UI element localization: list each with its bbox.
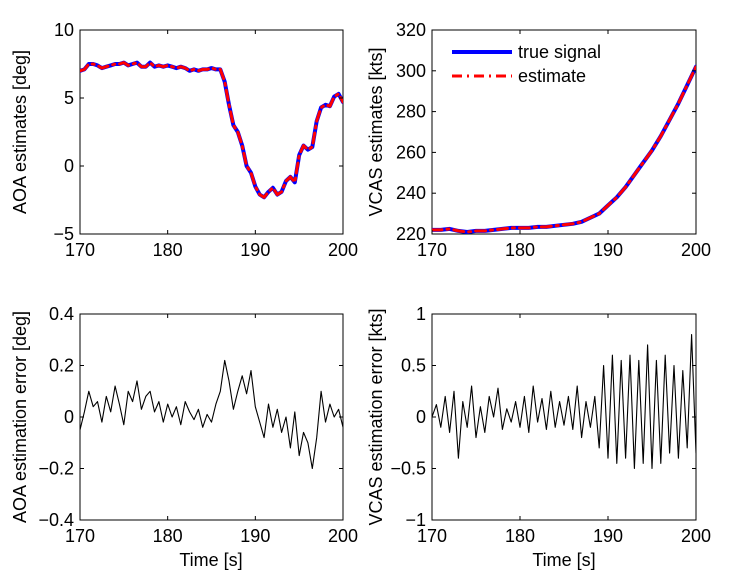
aoa-estimates-ytick-label: 10 (54, 20, 74, 40)
aoa-estimates-xtick-label: 180 (153, 240, 183, 260)
vcas-error-ytick-label: 0 (416, 407, 426, 427)
aoa-error-ytick-label: −0.4 (38, 510, 74, 530)
vcas-estimates-axes-box (431, 29, 697, 235)
vcas-estimates-xtick-label: 200 (681, 240, 711, 260)
aoa-error-xlabel: Time [s] (179, 550, 242, 570)
aoa-error-ylabel: AOA estimation error [deg] (10, 311, 30, 523)
vcas-error-series-error-line (432, 334, 696, 470)
vcas-error-xtick-label: 180 (505, 526, 535, 546)
aoa-error-xtick-label: 190 (240, 526, 270, 546)
aoa-estimates-series-estimate-line (80, 61, 343, 199)
panel-aoa-estimates: 170 180 190 200 −5 0 5 10 AOA estimates [deg] (10, 20, 358, 260)
vcas-error-ytick-label: 1 (416, 304, 426, 324)
vcas-estimates-ylabel: VCAS estimates [kts] (366, 47, 386, 216)
panel-aoa-error: 170 180 190 200 −0.4 −0.2 0 0.2 0.4 AOA estimati… (10, 304, 358, 570)
vcas-error-ylabel: VCAS estimation error [kts] (366, 308, 386, 525)
legend: true signal estimate (452, 42, 601, 86)
aoa-estimates-xtick-label: 170 (65, 240, 95, 260)
panel-vcas-error: 170 180 190 200 −1 −0.5 0 0.5 1 VCAS estimation … (366, 304, 711, 570)
legend-label-estimate: estimate (518, 66, 586, 86)
vcas-estimates-ytick-label: 240 (396, 183, 426, 203)
vcas-error-axes-box (431, 313, 697, 521)
aoa-estimates-ytick-label: 0 (64, 156, 74, 176)
aoa-estimates-ytick-label: −5 (53, 224, 74, 244)
aoa-error-xtick-label: 180 (153, 526, 183, 546)
aoa-error-ytick-label: −0.2 (38, 459, 74, 479)
aoa-estimates-axes-box (79, 29, 344, 235)
legend-label-true-signal: true signal (518, 42, 601, 62)
vcas-estimates-ytick-label: 220 (396, 224, 426, 244)
vcas-estimates-ytick-label: 320 (396, 20, 426, 40)
vcas-estimates-xtick-label: 190 (593, 240, 623, 260)
aoa-error-series-error-line (80, 359, 343, 470)
aoa-estimates-ylabel: AOA estimates [deg] (10, 50, 30, 214)
aoa-error-xtick-label: 200 (328, 526, 358, 546)
vcas-error-ytick-label: 0.5 (401, 356, 426, 376)
aoa-error-axes-box (79, 313, 344, 521)
aoa-estimates-xtick-label: 200 (328, 240, 358, 260)
panel-vcas-estimates: 170 180 190 200 220 240 260 280 300 320 VCAS esti… (366, 20, 711, 260)
vcas-error-xlabel: Time [s] (532, 550, 595, 570)
vcas-error-xtick-label: 190 (593, 526, 623, 546)
vcas-estimates-ytick-label: 300 (396, 61, 426, 81)
vcas-error-ytick-label: −1 (405, 510, 426, 530)
aoa-estimates-xtick-label: 190 (240, 240, 270, 260)
vcas-error-xtick-label: 170 (417, 526, 447, 546)
vcas-estimates-xtick-label: 170 (417, 240, 447, 260)
aoa-estimates-ytick-label: 5 (64, 88, 74, 108)
aoa-error-ytick-label: 0 (64, 407, 74, 427)
aoa-error-ytick-label: 0.4 (49, 304, 74, 324)
vcas-estimates-ytick-label: 280 (396, 102, 426, 122)
vcas-estimates-series-estimate-line (432, 65, 696, 234)
vcas-error-xtick-label: 200 (681, 526, 711, 546)
aoa-error-xtick-label: 170 (65, 526, 95, 546)
vcas-estimates-ytick-label: 260 (396, 142, 426, 162)
aoa-error-ytick-label: 0.2 (49, 356, 74, 376)
vcas-estimates-xtick-label: 180 (505, 240, 535, 260)
vcas-error-ytick-label: −0.5 (390, 459, 426, 479)
